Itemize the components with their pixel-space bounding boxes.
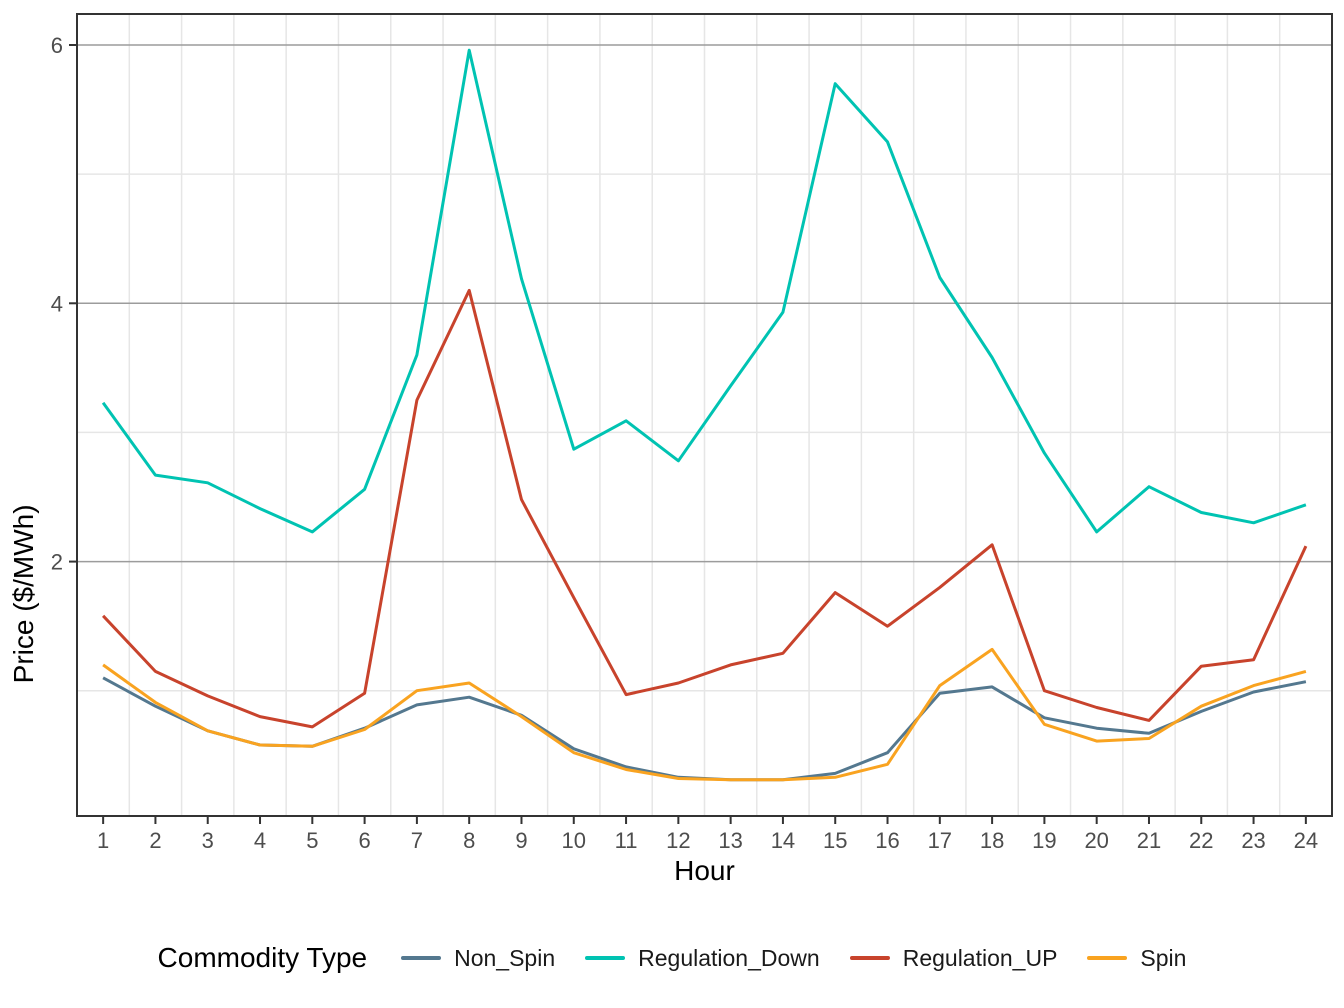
x-tick-label: 6 (358, 828, 370, 853)
legend: Commodity Type Non_Spin Regulation_Down Re… (0, 928, 1344, 988)
x-tick-label: 23 (1241, 828, 1265, 853)
series-line-Regulation_UP (102, 288, 1308, 729)
x-tick-label: 2 (149, 828, 161, 853)
legend-item-Regulation_Down: Regulation_Down (585, 945, 820, 972)
x-tick-label: 4 (254, 828, 266, 853)
x-tick-label: 17 (928, 828, 952, 853)
legend-item-Non_Spin: Non_Spin (401, 945, 555, 972)
panel-border (76, 13, 1333, 817)
x-axis-title: Hour (674, 855, 735, 886)
legend-item-Regulation_UP: Regulation_UP (849, 944, 1058, 972)
y-axis-title: Price ($/MWh) (8, 504, 39, 684)
x-tick-label: 1 (97, 828, 109, 853)
series-line-Spin (102, 647, 1307, 782)
legend-title: Commodity Type (157, 942, 368, 973)
x-tick-label: 19 (1032, 828, 1056, 853)
legend-label: Regulation_Down (638, 944, 820, 971)
x-tick-label: 22 (1189, 828, 1213, 853)
legend-key-line (585, 956, 626, 960)
x-tick-label: 3 (202, 828, 214, 853)
y-tick-label: 6 (51, 33, 63, 58)
legend-key-line (849, 956, 890, 960)
y-tick-label: 4 (51, 291, 63, 316)
x-tick-label: 10 (562, 828, 586, 853)
legend-key-line (401, 956, 442, 960)
x-tick-label: 15 (823, 828, 847, 853)
x-tick-label: 8 (463, 828, 475, 853)
x-tick-label: 11 (615, 828, 638, 853)
x-tick-label: 18 (980, 828, 1004, 853)
x-tick-label: 5 (306, 828, 318, 853)
legend-label: Spin (1140, 944, 1187, 971)
series-line-Regulation_Down (101, 48, 1307, 534)
x-tick-label: 20 (1084, 828, 1108, 853)
y-tick-label: 2 (51, 550, 63, 575)
legend-key-line (1087, 956, 1128, 960)
legend-items: Non_Spin Regulation_Down Regulation_UP Spin (401, 945, 1186, 972)
x-tick-label: 21 (1137, 828, 1161, 853)
legend-label: Non_Spin (454, 944, 556, 971)
x-tick-label: 7 (411, 828, 423, 853)
legend-item-Spin: Spin (1087, 945, 1186, 972)
x-tick-label: 9 (515, 828, 527, 853)
legend-label: Regulation_UP (902, 944, 1058, 971)
x-tick-label: 13 (718, 828, 742, 853)
x-tick-label: 14 (771, 828, 795, 853)
x-tick-label: 16 (875, 828, 899, 853)
x-tick-label: 24 (1294, 828, 1318, 853)
x-tick-label: 12 (666, 828, 690, 853)
